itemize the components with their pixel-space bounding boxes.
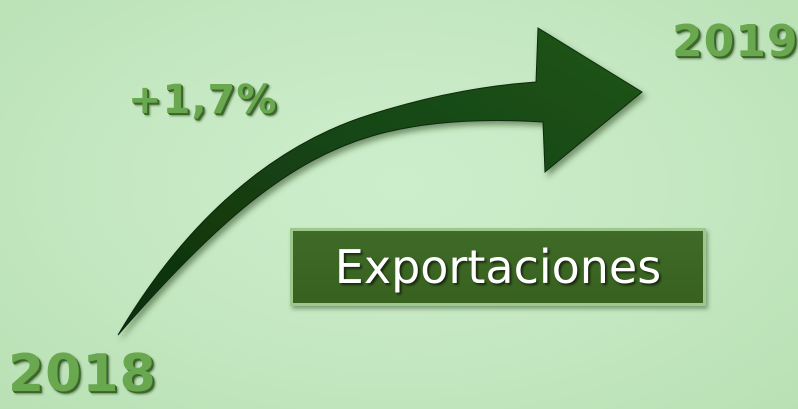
start-year-label: 2018: [8, 344, 157, 404]
exports-label-box: Exportaciones: [290, 228, 706, 306]
exports-label: Exportaciones: [334, 240, 662, 294]
growth-percentage: +1,7%: [128, 77, 278, 123]
end-year-label: 2019: [672, 16, 798, 67]
